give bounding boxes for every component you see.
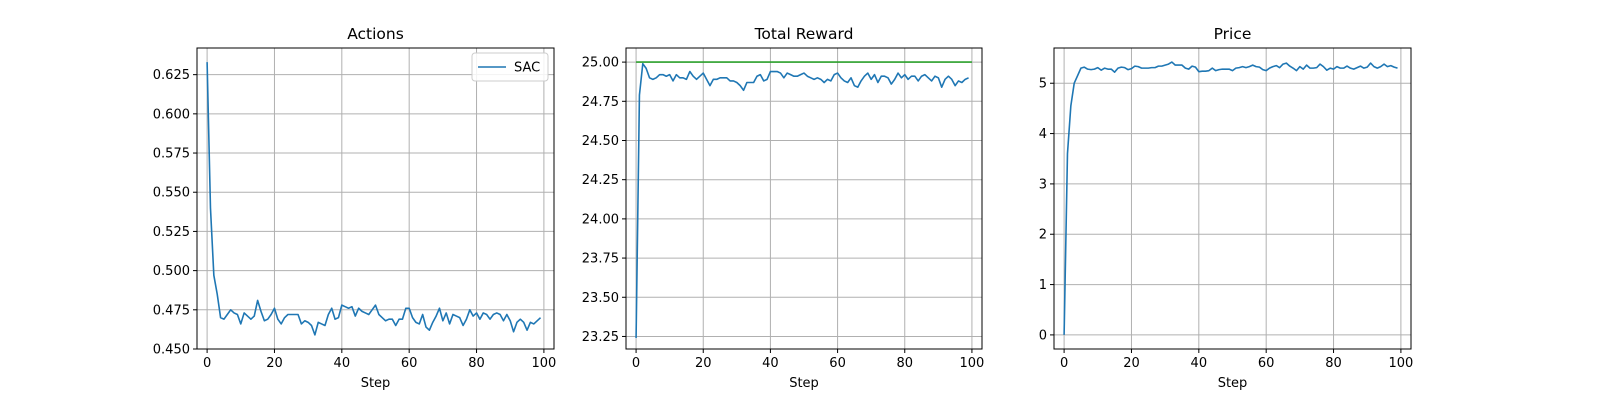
x-tick-label: 0 [1060, 356, 1068, 371]
legend-label: SAC [514, 61, 540, 76]
x-tick-label: 0 [203, 356, 211, 371]
y-tick-label: 0.625 [153, 68, 190, 83]
x-tick-label: 100 [960, 356, 985, 371]
y-tick-label: 0.500 [153, 264, 190, 279]
y-tick-label: 24.75 [582, 95, 619, 110]
x-tick-label: 20 [695, 356, 712, 371]
x-axis-label: Step [361, 376, 391, 391]
y-tick-label: 0 [1039, 328, 1047, 343]
y-tick-label: 25.00 [582, 56, 619, 71]
x-tick-label: 80 [1325, 356, 1342, 371]
x-tick-label: 0 [632, 356, 640, 371]
series-line-1 [1063, 61, 1398, 335]
y-tick-label: 0.550 [153, 186, 190, 201]
series-line-2 [635, 62, 969, 339]
chart-title: Actions [347, 25, 404, 43]
x-tick-label: 40 [1191, 356, 1208, 371]
chart-2: 0 20 40 60 80 100 23.25 23.50 23.75 24.00 24.25 24.… [582, 25, 985, 391]
y-tick-label: 3 [1039, 177, 1047, 192]
x-axis-label: Step [789, 376, 819, 391]
x-tick-label: 80 [896, 356, 913, 371]
x-tick-label: 40 [334, 356, 351, 371]
y-tick-label: 0.450 [153, 343, 190, 358]
y-tick-label: 0.475 [153, 303, 190, 318]
x-tick-label: 20 [1123, 356, 1140, 371]
y-tick-label: 0.600 [153, 107, 190, 122]
plot-frame [625, 47, 983, 350]
y-tick-label: 2 [1039, 228, 1047, 243]
chart-title: Price [1214, 25, 1252, 43]
x-tick-label: 20 [266, 356, 283, 371]
y-tick-label: 5 [1039, 77, 1047, 92]
y-tick-label: 23.75 [582, 252, 619, 267]
series-line-sac [206, 62, 542, 336]
y-tick-label: 24.25 [582, 173, 619, 188]
plot-frame [1053, 47, 1412, 350]
x-tick-label: 80 [468, 356, 485, 371]
y-tick-label: 23.50 [582, 291, 619, 306]
y-tick-label: 23.25 [582, 330, 619, 345]
x-tick-label: 100 [531, 356, 556, 371]
chart-3: 0 20 40 60 80 100 0 1 2 3 4 5 Price Step [1039, 25, 1414, 391]
chart-title: Total Reward [754, 25, 854, 43]
y-tick-label: 4 [1039, 127, 1047, 142]
x-tick-label: 40 [762, 356, 779, 371]
y-tick-label: 0.525 [153, 225, 190, 240]
x-tick-label: 100 [1388, 356, 1413, 371]
x-axis-label: Step [1218, 376, 1248, 391]
chart-1: 0 20 40 60 80 100 0.450 0.475 0.500 0.525 0.550 0.5… [153, 25, 557, 391]
x-tick-label: 60 [401, 356, 418, 371]
plot-frame [196, 47, 555, 350]
x-tick-label: 60 [1258, 356, 1275, 371]
legend-box [471, 52, 549, 82]
y-tick-label: 1 [1039, 278, 1047, 293]
y-tick-label: 24.50 [582, 134, 619, 149]
y-tick-label: 24.00 [582, 212, 619, 227]
y-tick-label: 0.575 [153, 147, 190, 162]
legend: SAC [471, 52, 549, 82]
x-tick-label: 60 [829, 356, 846, 371]
